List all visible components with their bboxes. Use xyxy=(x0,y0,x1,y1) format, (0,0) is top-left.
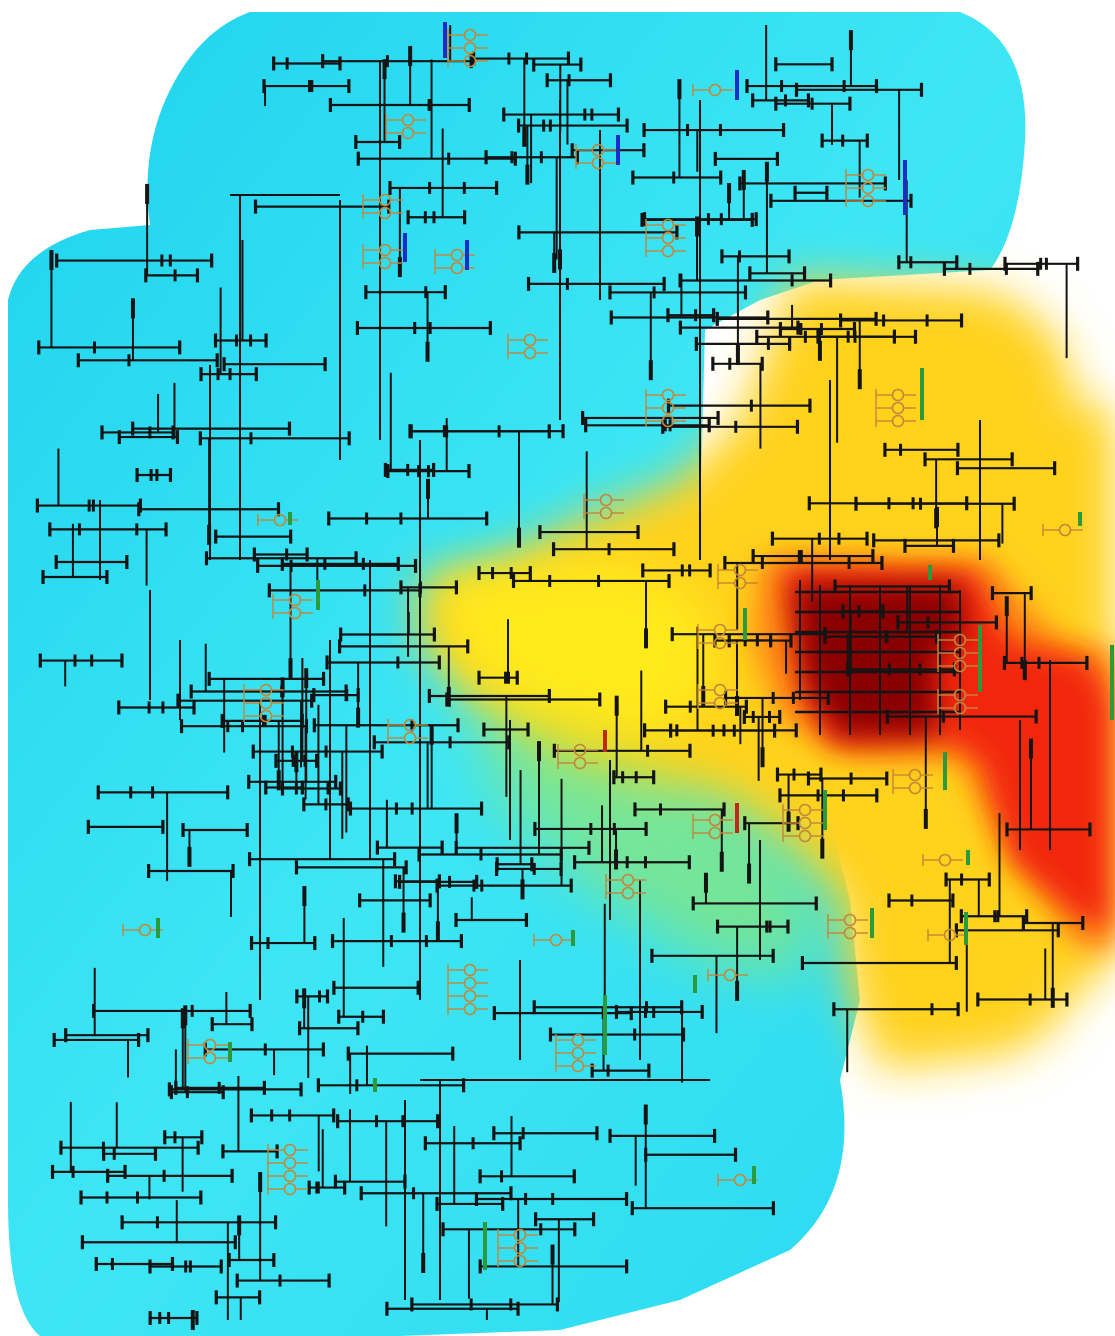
generator-icon xyxy=(288,606,302,620)
generator-icon xyxy=(513,1254,527,1268)
generator-icon xyxy=(283,1169,297,1183)
generator-icon xyxy=(908,768,922,782)
generator-icon xyxy=(661,231,675,245)
generator-icon xyxy=(463,54,477,68)
generator-icon xyxy=(138,923,152,937)
generator-icon xyxy=(861,168,875,182)
generator-icon xyxy=(403,718,417,732)
generator-icon xyxy=(891,388,905,402)
generator-icon xyxy=(259,696,273,710)
generator-icon xyxy=(573,756,587,770)
generator-icon xyxy=(733,563,747,577)
generator-icon xyxy=(378,193,392,207)
generator-icon xyxy=(513,1228,527,1242)
generator-icon xyxy=(798,803,812,817)
generator-icon xyxy=(661,388,675,402)
generator-icon xyxy=(463,41,477,55)
generator-icon xyxy=(401,126,415,140)
generator-icon xyxy=(713,683,727,697)
generator-icon xyxy=(891,401,905,415)
generator-icon xyxy=(708,813,722,827)
generator-icon xyxy=(523,346,537,360)
generator-icon xyxy=(591,156,605,170)
generator-icon xyxy=(661,401,675,415)
generator-icon xyxy=(450,248,464,262)
colored-buses xyxy=(156,22,1114,1270)
generator-icon xyxy=(571,1046,585,1060)
generator-icon xyxy=(283,1156,297,1170)
generator-icon xyxy=(599,493,613,507)
generator-icon xyxy=(891,414,905,428)
generator-icon xyxy=(573,743,587,757)
generator-icon xyxy=(463,28,477,42)
generator-icon xyxy=(621,873,635,887)
generator-icon xyxy=(861,181,875,195)
generator-icon xyxy=(591,143,605,157)
generator-icon xyxy=(708,826,722,840)
generator-icon xyxy=(661,414,675,428)
generator-icon xyxy=(463,976,477,990)
generator-icon xyxy=(953,659,967,673)
generator-icon xyxy=(273,513,287,527)
generator-icon xyxy=(259,683,273,697)
generator-icon xyxy=(283,1182,297,1196)
generator-icon xyxy=(661,218,675,232)
generator-icon xyxy=(953,701,967,715)
generator-icon xyxy=(463,963,477,977)
generator-icon xyxy=(378,206,392,220)
generator-icon xyxy=(843,926,857,940)
generator-icon xyxy=(513,1241,527,1255)
generator-icon xyxy=(798,829,812,843)
generator-icon xyxy=(599,506,613,520)
generator-icon xyxy=(403,731,417,745)
generator-icon xyxy=(463,989,477,1003)
generator-icon xyxy=(378,243,392,257)
generator-icon xyxy=(798,816,812,830)
generator-icon xyxy=(713,696,727,710)
generator-icon xyxy=(943,928,957,942)
generator-icon xyxy=(283,1143,297,1157)
generator-icon xyxy=(571,1059,585,1073)
generator-icon xyxy=(723,968,737,982)
generator-icon xyxy=(1058,523,1072,537)
contour-green-region xyxy=(470,700,820,980)
generator-icon xyxy=(463,1002,477,1016)
network-lines xyxy=(35,25,1092,1330)
generator-icon xyxy=(733,576,747,590)
generator-icon xyxy=(953,688,967,702)
generator-icon xyxy=(843,913,857,927)
generators xyxy=(122,28,1083,1268)
generator-icon xyxy=(713,636,727,650)
generator-icon xyxy=(259,709,273,723)
generator-icon xyxy=(523,333,537,347)
generator-icon xyxy=(378,256,392,270)
generator-icon xyxy=(908,781,922,795)
generator-icon xyxy=(288,593,302,607)
generator-icon xyxy=(401,113,415,127)
generator-icon xyxy=(450,261,464,275)
generator-icon xyxy=(661,244,675,258)
generator-icon xyxy=(203,1038,217,1052)
generator-icon xyxy=(861,194,875,208)
generator-icon xyxy=(733,1173,747,1187)
generator-icon xyxy=(713,623,727,637)
generator-icon xyxy=(549,933,563,947)
generator-icon xyxy=(953,646,967,660)
generator-icon xyxy=(621,886,635,900)
generator-icon xyxy=(708,83,722,97)
generator-icon xyxy=(203,1051,217,1065)
generator-icon xyxy=(571,1033,585,1047)
generator-icon xyxy=(953,633,967,647)
generator-icon xyxy=(938,853,952,867)
